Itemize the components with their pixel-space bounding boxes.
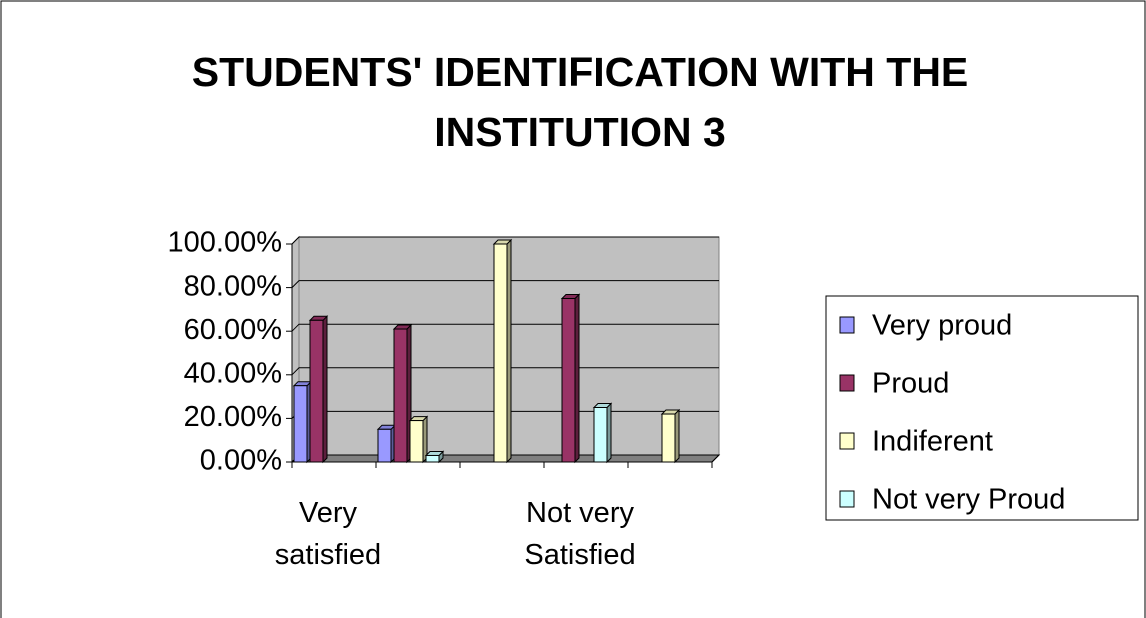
bar-side <box>574 293 580 464</box>
bar <box>493 243 508 463</box>
legend-swatch <box>839 490 855 508</box>
legend-label: Very proud <box>872 310 1012 342</box>
chart-title: STUDENTS' IDENTIFICATION WITH THE INSTIT… <box>191 49 969 155</box>
y-tick-label: 20.00% <box>184 401 282 433</box>
bar-side <box>322 315 328 464</box>
bar-side <box>606 402 612 464</box>
legend-label: Not very Proud <box>872 484 1065 516</box>
bar <box>393 328 408 463</box>
x-axis-back <box>711 454 720 463</box>
y-tick-label: 80.00% <box>184 270 282 302</box>
bar <box>425 454 440 463</box>
y-tick-label: 60.00% <box>184 314 282 346</box>
bar <box>561 298 576 463</box>
bar <box>377 428 392 463</box>
y-tick-label: 0.00% <box>200 445 282 477</box>
x-tick-label: Very satisfied <box>274 497 382 571</box>
legend-label: Indiferent <box>872 426 993 458</box>
bar-side <box>506 238 512 464</box>
bar <box>409 420 424 463</box>
bar-side <box>674 408 680 464</box>
legend-swatch <box>839 432 855 450</box>
x-tick-label: Not very Satisfied <box>524 497 636 571</box>
legend-box <box>825 295 1139 521</box>
legend-swatch <box>839 374 855 392</box>
y-tick-label: 40.00% <box>184 357 282 389</box>
bar <box>661 413 676 463</box>
y-tick-label: 100.00% <box>168 227 283 259</box>
legend-swatch <box>839 316 855 334</box>
bar <box>293 385 308 463</box>
bar <box>309 319 324 463</box>
legend-label: Proud <box>872 368 949 400</box>
bar <box>593 407 608 463</box>
grid-line <box>291 236 719 245</box>
grid-line <box>291 280 719 288</box>
